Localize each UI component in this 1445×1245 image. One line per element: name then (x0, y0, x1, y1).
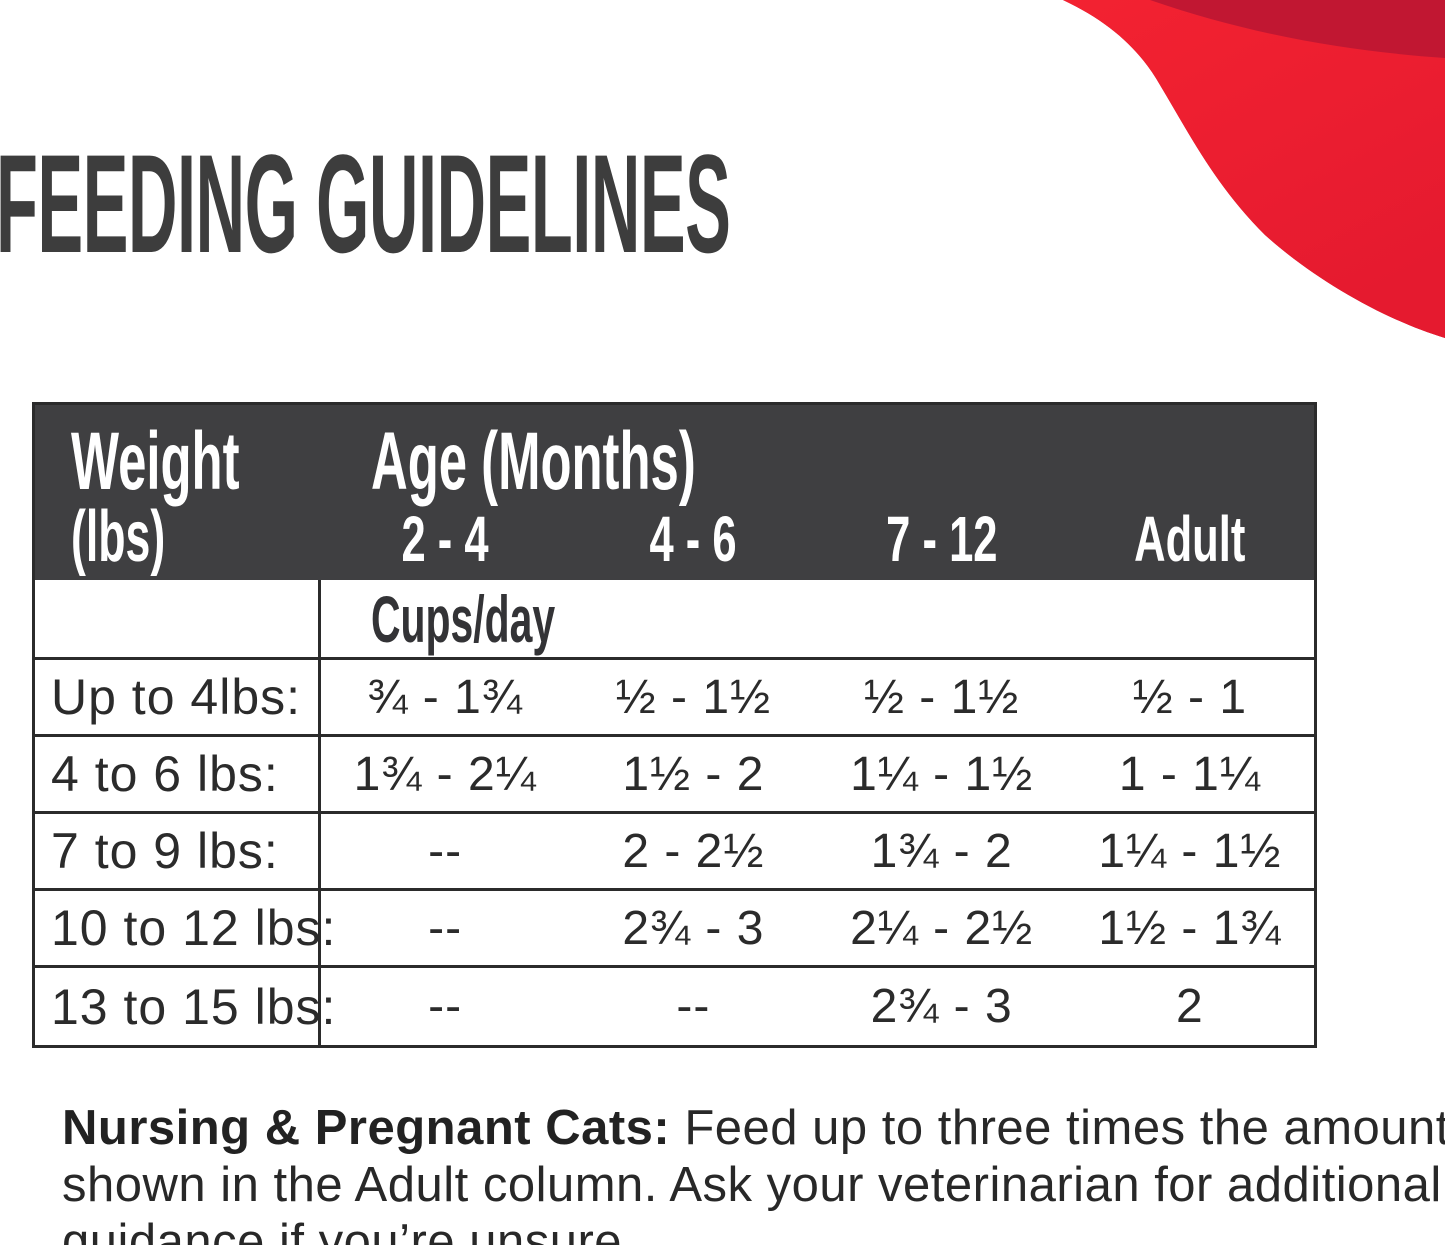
row-weight-label: 4 to 6 lbs: (35, 737, 321, 811)
units-row: Cups/day (35, 580, 1314, 660)
units-label: Cups/day (371, 581, 556, 656)
nursing-pregnant-note: Nursing & Pregnant Cats: Feed up to thre… (62, 1100, 1445, 1245)
row-weight-label: 13 to 15 lbs: (35, 968, 335, 1045)
cell-4-6: 1½ - 2 (622, 747, 765, 801)
cell-7-12: 2¼ - 2½ (850, 901, 1034, 955)
note-bold-label: Nursing & Pregnant Cats: (62, 1101, 671, 1155)
cell-adult: 1¼ - 1½ (1098, 824, 1282, 878)
cell-adult: 1 - 1¼ (1118, 747, 1261, 801)
header-col-7-12: 7 - 12 (885, 503, 998, 575)
cell-adult: 2 (1176, 980, 1204, 1033)
cell-4-6: 2¾ - 3 (622, 901, 765, 955)
table-row: 13 to 15 lbs: -- -- 2¾ - 3 2 (35, 968, 1314, 1045)
cell-2-4: -- (428, 980, 463, 1033)
row-weight-label: Up to 4lbs: (35, 660, 321, 734)
cell-2-4: -- (428, 901, 463, 955)
cell-2-4: -- (428, 824, 463, 878)
table-row: 10 to 12 lbs: -- 2¾ - 3 2¼ - 2½ 1½ - 1¾ (35, 891, 1314, 968)
note-line-1-rest: Feed up to three times the amounts (670, 1101, 1445, 1155)
cell-7-12: 2¾ - 3 (870, 980, 1013, 1033)
cell-adult: ½ - 1 (1132, 670, 1248, 724)
header-col-4-6: 4 - 6 (649, 503, 737, 575)
header-weight: Weight (71, 416, 240, 507)
cell-2-4: ¾ - 1¾ (367, 670, 523, 724)
cell-7-12: 1¼ - 1½ (850, 747, 1034, 801)
units-row-spacer (35, 580, 321, 657)
table-row: 4 to 6 lbs: 1¾ - 2¼ 1½ - 2 1¼ - 1½ 1 - 1… (35, 737, 1314, 814)
row-weight-label: 10 to 12 lbs: (35, 891, 335, 965)
cell-4-6: -- (676, 980, 711, 1033)
header-col-2-4: 2 - 4 (401, 503, 489, 575)
header-weight-unit: (lbs) (71, 497, 166, 577)
page-title: FEEDING GUIDELINES (0, 134, 1445, 274)
cell-4-6: 2 - 2½ (622, 824, 765, 878)
cell-4-6: ½ - 1½ (615, 670, 772, 724)
note-line-1: Nursing & Pregnant Cats: Feed up to thre… (62, 1100, 1445, 1157)
cell-7-12: 1¾ - 2 (870, 824, 1013, 878)
page-title-text: FEEDING GUIDELINES (0, 125, 731, 282)
note-line-2: shown in the Adult column. Ask your vete… (62, 1158, 1442, 1212)
header-col-adult: Adult (1134, 503, 1246, 575)
cell-2-4: 1¾ - 2¼ (353, 747, 537, 801)
table-header: Weight Age (Months) (lbs) 2 - 4 4 - 6 7 … (35, 405, 1314, 580)
row-weight-label: 7 to 9 lbs: (35, 814, 321, 888)
header-age-months: Age (Months) (371, 416, 696, 507)
cell-adult: 1½ - 1¾ (1098, 901, 1282, 955)
red-swoosh-icon (1063, 0, 1445, 338)
note-line-3: guidance if you’re unsure. (62, 1215, 637, 1245)
table-row: Up to 4lbs: ¾ - 1¾ ½ - 1½ ½ - 1½ ½ - 1 (35, 660, 1314, 737)
feeding-table: Weight Age (Months) (lbs) 2 - 4 4 - 6 7 … (32, 402, 1317, 1048)
table-row: 7 to 9 lbs: -- 2 - 2½ 1¾ - 2 1¼ - 1½ (35, 814, 1314, 891)
swoosh-bright-layer (1063, 0, 1445, 338)
cell-7-12: ½ - 1½ (863, 670, 1020, 724)
